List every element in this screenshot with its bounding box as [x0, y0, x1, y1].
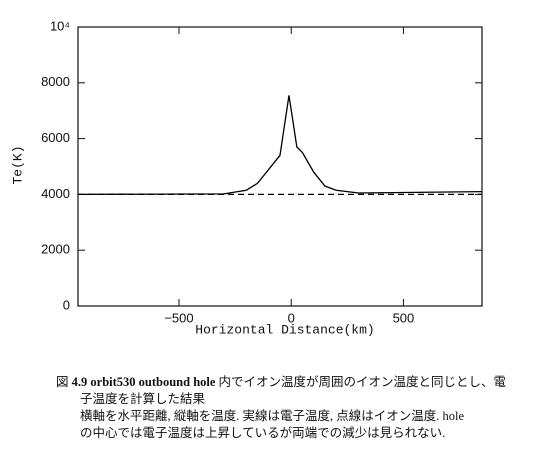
caption-line: 横軸を水平距離, 縦軸を温度. 実線は電子温度, 点線はイオン温度. hole: [80, 409, 465, 423]
y-tick-label: 0: [63, 297, 70, 312]
series-line: [77, 95, 483, 196]
y-tick-label: 6000: [41, 130, 70, 145]
caption-line: の中心では電子温度は上昇しているが両端での減少は見られない.: [80, 426, 446, 440]
y-tick-label: 10⁴: [50, 18, 70, 33]
chart: Te(K) Horizontal Distance(km) 0 2000 4000 6…: [10, 18, 483, 337]
caption-bold: 4.9 orbit530 outbound hole: [71, 375, 216, 389]
caption-line: 子温度を計算した結果: [80, 392, 206, 406]
caption-text: 内でイオン温度が周囲のイオン温度と同じとし、電: [218, 375, 507, 389]
x-tick-label: −500: [164, 310, 193, 325]
caption-label: 図: [56, 375, 69, 389]
x-axis-label: Horizontal Distance(km): [195, 322, 374, 337]
x-tick-label: 0: [288, 310, 295, 325]
plot-frame: [77, 26, 483, 307]
y-axis-label: Te(K): [10, 145, 25, 184]
caption-line: 図 4.9 orbit530 outbound hole 内でイオン温度が周囲の…: [56, 374, 526, 391]
x-tick-label: 500: [393, 310, 415, 325]
caption: 図 4.9 orbit530 outbound hole 内でイオン温度が周囲の…: [56, 374, 526, 442]
y-tick-label: 8000: [41, 74, 70, 89]
y-tick-label: 2000: [41, 242, 70, 257]
y-tick-label: 4000: [41, 186, 70, 201]
